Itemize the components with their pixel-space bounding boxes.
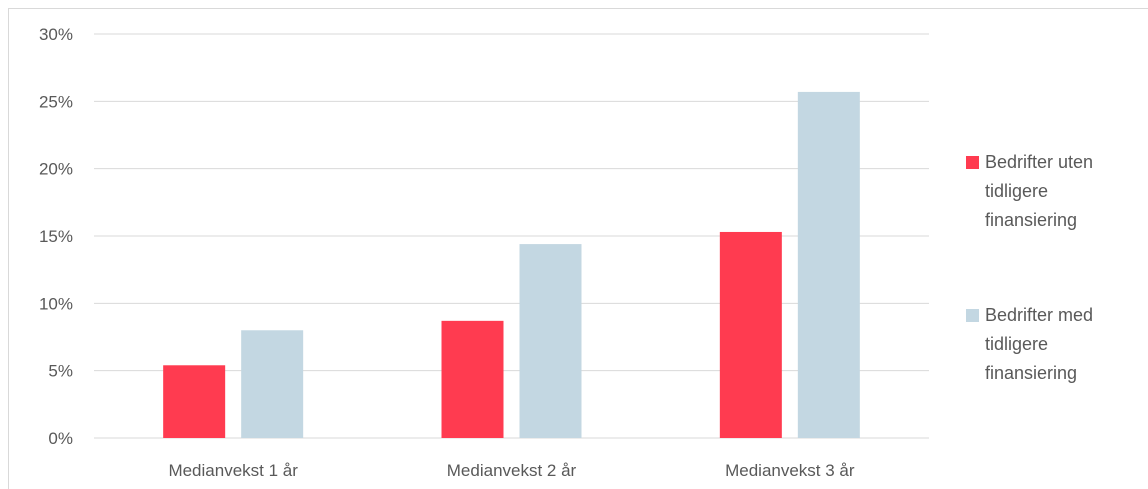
y-axis-tick-labels: 0% 5% 10% 15% 20% 25% 30% bbox=[39, 25, 73, 448]
y-tick-label: 25% bbox=[39, 92, 73, 111]
bar-med-1 bbox=[241, 330, 304, 438]
chart-frame bbox=[8, 8, 1148, 489]
legend-label: Bedrifter med bbox=[985, 305, 1093, 325]
y-tick-label: 15% bbox=[39, 227, 73, 246]
y-tick-label: 30% bbox=[39, 25, 73, 44]
bar-med-3 bbox=[797, 91, 860, 438]
legend-label: finansiering bbox=[985, 210, 1077, 230]
legend-swatch bbox=[966, 156, 979, 169]
bar-uten-2 bbox=[441, 320, 504, 438]
bar-uten-3 bbox=[719, 231, 782, 438]
legend-label: finansiering bbox=[985, 363, 1077, 383]
y-tick-label: 20% bbox=[39, 160, 73, 179]
x-category-label: Medianvekst 1 år bbox=[168, 461, 298, 480]
y-tick-label: 5% bbox=[48, 362, 73, 381]
bars bbox=[163, 91, 860, 438]
x-category-label: Medianvekst 2 år bbox=[447, 461, 577, 480]
legend-swatch bbox=[966, 309, 979, 322]
y-tick-label: 0% bbox=[48, 429, 73, 448]
legend-label: tidligere bbox=[985, 181, 1048, 201]
gridlines bbox=[94, 33, 929, 439]
x-axis-category-labels: Medianvekst 1 år Medianvekst 2 år Medianve… bbox=[168, 461, 854, 480]
legend: Bedrifter uten tidligere finansiering Bedri… bbox=[966, 152, 1093, 383]
bar-med-2 bbox=[519, 244, 582, 438]
legend-label: tidligere bbox=[985, 334, 1048, 354]
bar-uten-1 bbox=[163, 365, 226, 438]
y-tick-label: 10% bbox=[39, 294, 73, 313]
legend-label: Bedrifter uten bbox=[985, 152, 1093, 172]
x-category-label: Medianvekst 3 år bbox=[725, 461, 855, 480]
